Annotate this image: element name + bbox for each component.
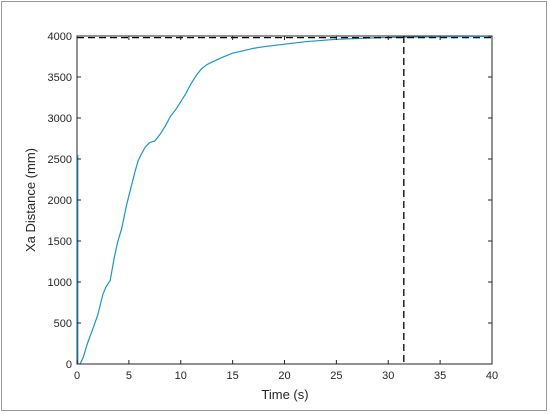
x-tick-label: 30 <box>382 370 394 382</box>
y-tick-label: 500 <box>54 318 72 330</box>
x-tick-label: 0 <box>74 370 80 382</box>
x-tick-label: 15 <box>227 370 239 382</box>
y-tick-label: 2500 <box>48 154 72 166</box>
x-axis-label: Time (s) <box>261 387 308 402</box>
y-tick-label: 3500 <box>48 72 72 84</box>
x-tick-label: 20 <box>278 370 290 382</box>
x-tick-label: 40 <box>486 370 498 382</box>
y-tick-label: 1500 <box>48 236 72 248</box>
y-tick-label: 2000 <box>48 195 72 207</box>
x-axis: 0 5 10 15 20 25 30 35 40 <box>74 36 498 382</box>
x-tick-label: 5 <box>126 370 132 382</box>
series-line-0 <box>79 35 493 365</box>
x-tick-label: 35 <box>434 370 446 382</box>
plot-area <box>76 35 493 365</box>
plot-border <box>76 35 493 365</box>
x-tick-label: 10 <box>175 370 187 382</box>
series-layer <box>76 35 493 365</box>
y-axis-label: Xa Distance (mm) <box>23 148 38 252</box>
y-axis: 0 500 1000 1500 2000 2500 3000 3500 4000 <box>48 31 492 371</box>
y-tick-label: 0 <box>66 359 72 371</box>
y-tick-label: 1000 <box>48 277 72 289</box>
y-tick-label: 4000 <box>48 31 72 43</box>
x-tick-label: 25 <box>330 370 342 382</box>
reference-lines <box>77 36 492 364</box>
y-tick-label: 3000 <box>48 113 72 125</box>
